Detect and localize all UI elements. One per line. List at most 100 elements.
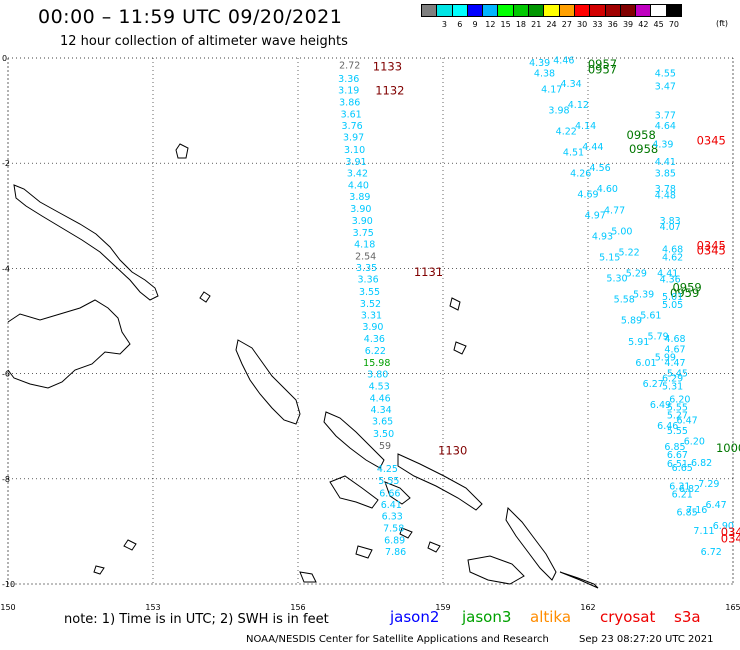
swh-point-cryosat: 3.61 bbox=[341, 110, 362, 121]
legend-swatch bbox=[421, 4, 438, 17]
lon-tick-label: 156 bbox=[290, 603, 305, 612]
swh-observations: 2.723.363.193.863.613.763.973.103.913.42… bbox=[338, 55, 740, 558]
swh-point-cryosat: 3.91 bbox=[345, 157, 366, 168]
swh-point-cryosat: 3.55 bbox=[359, 287, 380, 298]
swh-point-s3a: 3.83 bbox=[660, 216, 681, 227]
swh-point-s3a: 4.68 bbox=[664, 334, 685, 345]
coastline bbox=[123, 539, 137, 551]
pass-time-s3a: 0344 bbox=[721, 525, 740, 539]
swh-point-cryosat: 3.19 bbox=[338, 85, 359, 96]
swh-point-cryosat: 4.18 bbox=[354, 239, 375, 250]
swh-point-cryosat: 3.75 bbox=[353, 228, 374, 239]
swh-point-cryosat: 3.65 bbox=[372, 417, 393, 428]
swh-point-s3a: 4.67 bbox=[664, 345, 685, 356]
satellite-jason3: jason3 bbox=[462, 608, 512, 626]
coastline bbox=[175, 143, 189, 159]
swh-point-jason3: 5.29 bbox=[626, 268, 647, 279]
swh-point-jason3: 6.47 bbox=[706, 500, 727, 511]
swh-point-cryosat: 3.42 bbox=[347, 168, 368, 179]
coastline bbox=[505, 506, 557, 581]
swh-point-cryosat: 3.90 bbox=[362, 322, 383, 333]
lon-tick-label: 159 bbox=[435, 603, 450, 612]
swh-point-jason3: 6.82 bbox=[679, 484, 700, 495]
pass-time-cryosat: 1133 bbox=[373, 60, 402, 74]
swh-point-s3a: 3.77 bbox=[655, 111, 676, 122]
swh-point-jason3: 4.56 bbox=[590, 163, 611, 174]
legend-label: 39 bbox=[622, 20, 634, 29]
swh-point-cryosat: 3.50 bbox=[373, 429, 394, 440]
swh-point-cryosat: 6.66 bbox=[379, 488, 400, 499]
legend-swatch bbox=[604, 4, 621, 17]
swh-point-cryosat: 5.55 bbox=[378, 476, 399, 487]
swh-point-s3a: 5.27 bbox=[667, 410, 688, 421]
swh-point-s3a: 6.31 bbox=[669, 481, 690, 492]
pass-time-jason3: 0957 bbox=[588, 57, 617, 71]
map-frame bbox=[7, 57, 734, 585]
legend-swatch bbox=[512, 4, 530, 17]
lon-tick-label: 165 bbox=[725, 603, 740, 612]
swh-point-jason3: 4.77 bbox=[604, 205, 625, 216]
swh-point-s3a: 4.64 bbox=[655, 121, 676, 132]
legend-swatch bbox=[466, 4, 484, 17]
legend-swatch bbox=[451, 4, 468, 17]
swh-point-cryosat: 3.90 bbox=[350, 204, 371, 215]
pass-time-s3a: 0345 bbox=[697, 238, 726, 252]
satellite-cryosat: cryosat bbox=[600, 608, 656, 626]
swh-point-jason3: 6.49 bbox=[650, 400, 671, 411]
swh-point-jason3: 4.46 bbox=[553, 55, 574, 66]
legend-label: 3 bbox=[441, 20, 447, 29]
swh-point-s3a: 4.48 bbox=[655, 191, 676, 202]
swh-point-cryosat: 3.52 bbox=[360, 299, 381, 310]
swh-point-jason3: 6.01 bbox=[635, 358, 656, 369]
coastline bbox=[384, 481, 411, 505]
swh-point-jason3: 5.61 bbox=[640, 310, 661, 321]
swh-point-jason3: 4.69 bbox=[577, 190, 598, 201]
coastline bbox=[559, 571, 599, 589]
legend-label: 33 bbox=[592, 20, 603, 29]
pass-time-jason3: 0959 bbox=[670, 286, 699, 300]
lat-tick-label: -10 bbox=[2, 580, 15, 589]
footnote: note: 1) Time is in UTC; 2) SWH is in fe… bbox=[64, 612, 329, 627]
swh-point-s3a: 5.55 bbox=[667, 426, 688, 437]
swh-point-jason3: 6.65 bbox=[672, 463, 693, 474]
coastline bbox=[235, 339, 301, 425]
swh-point-cryosat: 4.36 bbox=[364, 334, 385, 345]
pass-time-s3a: 0345 bbox=[697, 133, 726, 147]
swh-point-s3a: 3.47 bbox=[655, 82, 676, 93]
lat-tick-label: -8 bbox=[2, 475, 10, 484]
swh-point-cryosat: 6.22 bbox=[365, 346, 386, 357]
swh-point-jason3: 3.98 bbox=[548, 105, 569, 116]
lat-tick-label: -4 bbox=[2, 264, 10, 273]
swh-point-jason3: 6.29 bbox=[662, 374, 683, 385]
swh-point-cryosat: 3.90 bbox=[352, 216, 373, 227]
pass-time-cryosat: 1131 bbox=[414, 265, 443, 279]
coastline bbox=[299, 571, 317, 583]
color-scale-legend: 3 6 9 12 15 18 21 24 27 30 33 36 39 42 45 70 bbox=[421, 4, 683, 31]
coastline bbox=[7, 299, 131, 389]
swh-point-s3a: 6.67 bbox=[667, 450, 688, 461]
swh-point-jason3: 4.38 bbox=[534, 69, 555, 80]
swh-point-jason3: 6.46 bbox=[657, 421, 678, 432]
swh-point-jason3: 4.60 bbox=[597, 184, 618, 195]
swh-point-jason3: 5.15 bbox=[599, 253, 620, 264]
swh-point-s3a: 4.07 bbox=[660, 222, 681, 233]
swh-point-jason3: 6.82 bbox=[691, 458, 712, 469]
legend-swatch bbox=[573, 4, 591, 17]
legend-swatch bbox=[543, 4, 560, 17]
chart-title: 00:00 – 11:59 UTC 09/20/2021 bbox=[38, 6, 343, 28]
swh-point-cryosat: 7.86 bbox=[385, 547, 406, 558]
pass-time-jason3: 0958 bbox=[629, 142, 658, 156]
coastline bbox=[199, 291, 211, 303]
coastline bbox=[427, 541, 441, 553]
legend-swatch bbox=[589, 4, 606, 17]
swh-point-jason3: 4.44 bbox=[582, 142, 603, 153]
swh-point-cryosat: 3.89 bbox=[349, 192, 370, 203]
pass-time-jason3: 0958 bbox=[627, 128, 656, 142]
legend-label: 15 bbox=[500, 20, 511, 29]
swh-point-cryosat: 59 bbox=[379, 441, 391, 452]
pass-time-s3a: 0344 bbox=[721, 531, 740, 545]
swh-point-jason3: 7.11 bbox=[693, 526, 714, 537]
legend-label: 42 bbox=[638, 20, 649, 29]
pass-time-jason3: 1000 bbox=[716, 441, 740, 455]
